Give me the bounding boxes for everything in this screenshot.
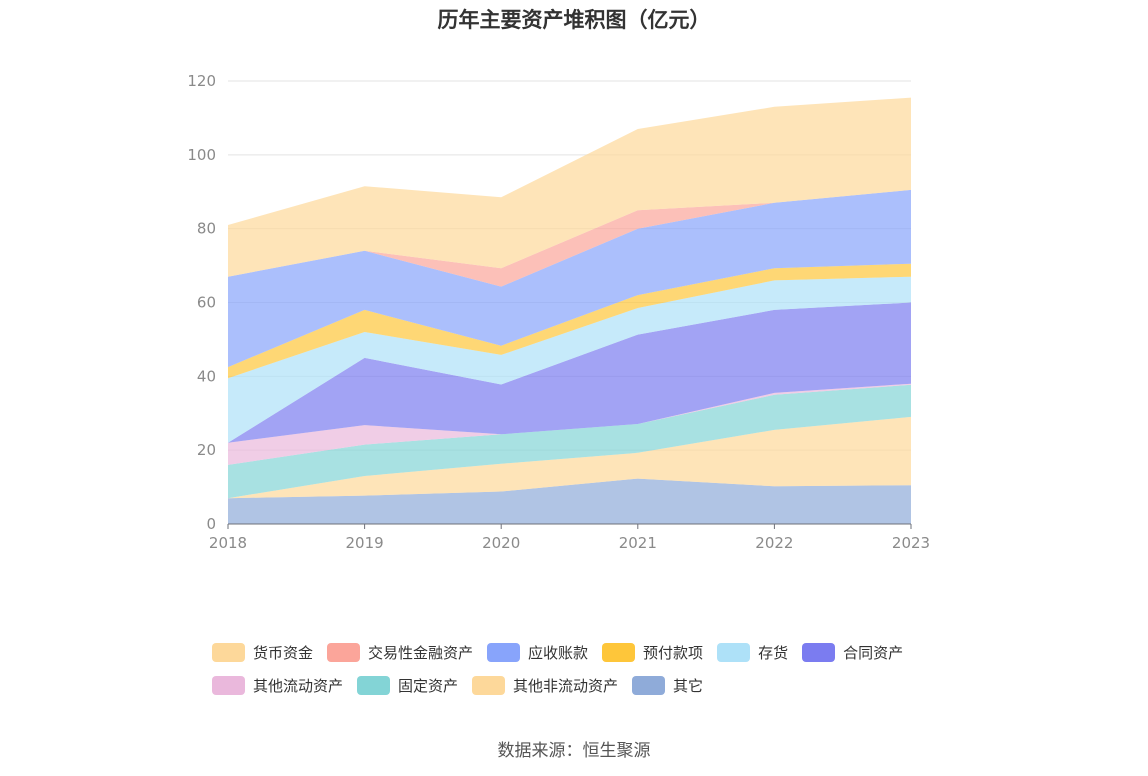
legend-label: 预付款项 (643, 644, 704, 662)
x-tick-label: 2022 (755, 534, 793, 552)
legend-label: 合同资产 (843, 644, 904, 662)
stacked-area-chart: 0 20 40 60 80 100 120 2018 2019 2020 2021 2022 2023 (187, 72, 930, 552)
legend: 货币资金 交易性金融资产 应收账款 预付款项 存货 合同资产其他流动资产 固定资产 其他非流动… (212, 636, 972, 702)
data-source: 数据来源：恒生聚源 (497, 741, 651, 761)
x-tick-label: 2019 (346, 534, 384, 552)
area-series-4[interactable] (228, 302, 911, 443)
legend-label: 应收账款 (528, 644, 589, 662)
legend-row: 货币资金 交易性金融资产 应收账款 预付款项 存货 合同资产 (212, 636, 972, 669)
legend-item[interactable]: 其他流动资产 (212, 675, 343, 696)
legend-label: 货币资金 (253, 644, 314, 662)
legend-label: 其它 (673, 677, 704, 695)
legend-swatch (632, 676, 666, 695)
legend-swatch (357, 676, 391, 695)
legend-item[interactable]: 合同资产 (802, 642, 903, 663)
y-tick-label: 100 (187, 146, 216, 164)
legend-label: 其他非流动资产 (513, 677, 619, 695)
legend-item[interactable]: 预付款项 (602, 642, 703, 663)
legend-item[interactable]: 其他非流动资产 (472, 675, 618, 696)
legend-label: 固定资产 (398, 677, 459, 695)
x-tick-label: 2018 (209, 534, 247, 552)
legend-item[interactable]: 其它 (632, 675, 703, 696)
area-series-1[interactable] (228, 416, 911, 499)
legend-row: 其他流动资产 固定资产 其他非流动资产 其它 (212, 669, 972, 702)
legend-swatch (802, 643, 836, 662)
legend-swatch (212, 676, 245, 695)
y-tick-label: 40 (197, 367, 216, 385)
x-tick-label: 2021 (619, 534, 657, 552)
area-series-6[interactable] (228, 263, 911, 379)
legend-item[interactable]: 固定资产 (357, 675, 458, 696)
area-series-group (228, 97, 911, 524)
axes: 0 20 40 60 80 100 120 2018 2019 2020 2021 2022 2023 (187, 72, 930, 552)
area-series-7[interactable] (228, 189, 911, 368)
area-series-5[interactable] (228, 276, 911, 443)
legend-item[interactable]: 应收账款 (487, 642, 588, 663)
legend-swatch (717, 643, 751, 662)
legend-item[interactable]: 货币资金 (212, 642, 313, 663)
legend-item[interactable]: 存货 (717, 642, 788, 663)
legend-swatch (212, 643, 245, 662)
chart-title: 历年主要资产堆积图（亿元） (437, 8, 711, 32)
legend-label: 其他流动资产 (253, 677, 344, 695)
y-tick-label: 0 (206, 515, 216, 533)
y-tick-label: 80 (197, 220, 216, 238)
x-tick-label: 2023 (892, 534, 930, 552)
area-series-0[interactable] (228, 478, 911, 524)
legend-swatch (327, 643, 361, 662)
legend-item[interactable]: 交易性金融资产 (327, 642, 473, 663)
area-series-2[interactable] (228, 384, 911, 499)
y-tick-label: 20 (197, 441, 216, 459)
legend-swatch (487, 643, 521, 662)
legend-swatch (472, 676, 506, 695)
legend-swatch (602, 643, 636, 662)
y-tick-label: 120 (187, 72, 216, 90)
y-tick-label: 60 (197, 294, 216, 312)
legend-label: 存货 (758, 644, 789, 662)
x-tick-label: 2020 (482, 534, 520, 552)
legend-label: 交易性金融资产 (368, 644, 474, 662)
area-series-9[interactable] (228, 97, 911, 277)
